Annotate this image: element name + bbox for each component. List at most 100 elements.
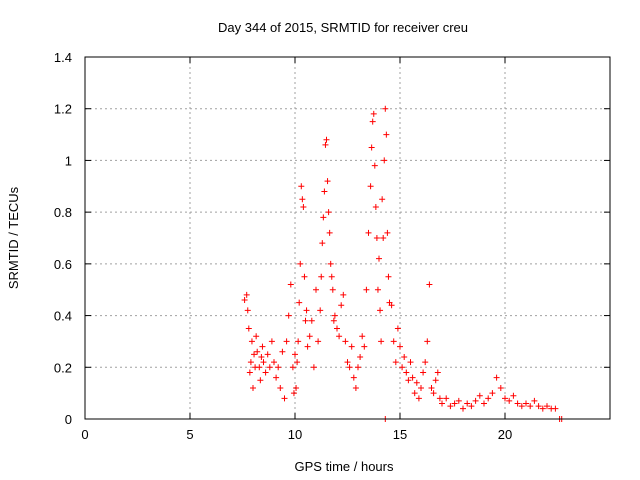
data-point [281,395,288,402]
data-point [539,405,546,412]
data-point [283,338,290,345]
data-point [544,403,550,410]
data-point [468,403,475,410]
data-point [370,110,377,117]
data-point [250,384,256,391]
data-point [411,390,418,397]
data-point [331,312,338,319]
data-point [493,374,500,381]
data-point [379,196,386,203]
data-point [380,235,387,241]
data-point [259,343,266,350]
data-point [367,183,374,190]
data-point [243,291,250,298]
data-point [275,364,282,371]
data-point [460,405,466,412]
data-point [277,384,284,391]
data-point [382,105,389,112]
y-tick-label: 0.2 [54,360,72,375]
data-point [363,286,370,293]
data-point [247,359,254,366]
data-point [409,374,416,381]
data-point [257,377,264,384]
data-point [300,203,307,210]
data-point [428,384,435,391]
x-tick-label: 20 [498,427,512,442]
data-point [254,348,261,355]
data-point [502,395,508,402]
data-point [403,369,410,376]
data-point [310,364,317,371]
x-tick-label: 15 [393,427,407,442]
data-point [359,333,366,340]
data-point [481,400,487,407]
data-point [287,281,294,288]
data-point [301,273,308,280]
data-point [325,209,332,216]
data-points [241,105,565,422]
data-point [268,338,275,345]
data-point [289,364,296,371]
data-point [394,325,401,332]
data-point [273,374,280,381]
data-point [279,348,286,355]
data-point [464,400,471,407]
data-point [381,157,388,164]
data-point [306,333,313,340]
data-point [443,395,450,402]
data-point [439,400,445,407]
data-point [292,351,298,358]
data-point [319,240,326,247]
data-point [296,299,303,306]
data-point [241,297,248,304]
data-point [434,369,441,376]
data-point [383,131,390,138]
data-point [313,286,319,293]
data-point [302,317,309,324]
data-point [432,377,439,384]
data-point [271,359,277,366]
data-point [251,351,258,358]
x-tick-label: 10 [288,427,302,442]
y-tick-label: 0.4 [54,309,72,324]
data-point [304,343,311,350]
data-point [510,392,517,399]
data-point [378,338,385,345]
y-tick-label: 0.8 [54,205,72,220]
x-axis-label: GPS time / hours [295,459,394,474]
y-tick-label: 1.2 [54,102,72,117]
data-point [324,178,331,185]
data-point [399,364,406,371]
data-point [294,359,301,366]
data-point [326,229,333,236]
data-point [365,229,372,236]
data-point [303,307,310,314]
data-point [374,286,381,293]
data-point [315,338,322,345]
data-point [323,136,330,143]
data-point [455,397,462,404]
data-point [424,338,431,345]
data-point [413,379,420,386]
data-point [318,273,325,280]
y-tick-label: 0.6 [54,257,72,272]
data-point [531,397,538,404]
y-tick-label: 0 [65,412,72,427]
data-point [258,353,265,360]
data-point [295,338,302,345]
y-tick-label: 1 [65,153,72,168]
data-point [244,307,251,314]
data-point [485,395,492,402]
data-point [377,307,384,314]
data-point [523,400,529,407]
data-point [352,384,359,391]
data-point [376,255,382,262]
data-point [497,384,504,391]
data-point [329,286,336,293]
data-point [373,235,380,241]
data-point [447,403,454,410]
data-point [390,338,397,345]
data-point [298,183,305,190]
data-point [248,338,255,345]
